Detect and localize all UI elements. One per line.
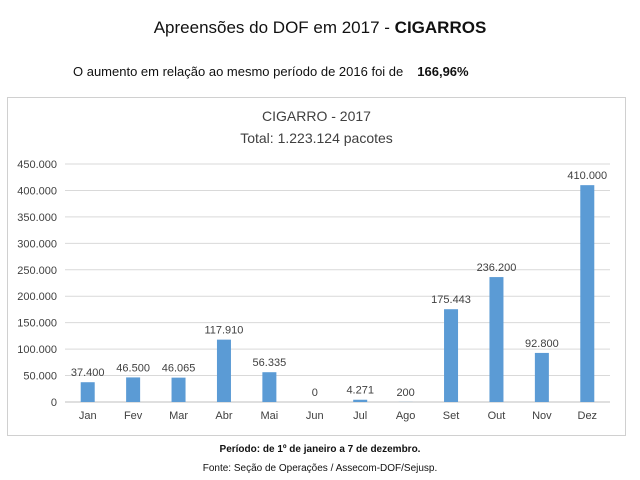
x-tick-label: Mai: [261, 410, 279, 422]
bar: [262, 372, 277, 402]
page-title-prefix: Apreensões do DOF em 2017 -: [153, 18, 395, 37]
y-tick-label: 200.000: [17, 291, 57, 303]
x-tick-label: Ago: [396, 410, 416, 422]
x-tick-label: Jul: [353, 410, 367, 422]
page-title-emphasis: CIGARROS: [394, 18, 487, 37]
data-label: 410.000: [567, 170, 607, 182]
bar: [489, 277, 504, 402]
bar: [353, 399, 368, 402]
bar: [444, 309, 459, 402]
x-tick-label: Fev: [124, 410, 143, 422]
period-note: Período: de 1º de janeiro a 7 de dezembr…: [219, 444, 421, 455]
bar: [80, 382, 95, 402]
x-tick-label: Mar: [169, 410, 188, 422]
data-label: 175.443: [431, 294, 471, 306]
bar: [534, 352, 549, 402]
data-label: 236.200: [477, 262, 517, 274]
comparison-value: 166,96%: [417, 64, 469, 79]
data-label: 46.500: [116, 362, 150, 374]
comparison-text: O aumento em relação ao mesmo período de…: [73, 64, 404, 79]
y-tick-label: 350.000: [17, 212, 57, 224]
y-tick-label: 100.000: [17, 344, 57, 356]
data-label: 46.065: [162, 363, 196, 375]
x-tick-label: Dez: [578, 410, 598, 422]
y-tick-label: 250.000: [17, 265, 57, 277]
x-tick-label: Abr: [215, 410, 232, 422]
bar: [171, 377, 186, 402]
data-label: 200: [396, 387, 414, 399]
chart-frame: CIGARRO - 2017 Total: 1.223.124 pacotes …: [7, 97, 626, 436]
data-label: 0: [312, 387, 318, 399]
x-tick-label: Out: [488, 410, 506, 422]
x-tick-label: Nov: [532, 410, 552, 422]
data-label: 56.335: [253, 357, 287, 369]
bar: [126, 377, 141, 402]
bar: [216, 339, 231, 402]
source-note: Fonte: Seção de Operações / Assecom-DOF/…: [202, 463, 438, 474]
y-tick-label: 450.000: [17, 159, 57, 171]
x-tick-label: Jun: [306, 410, 324, 422]
x-tick-label: Jan: [79, 410, 97, 422]
data-label: 92.800: [525, 338, 559, 350]
chart-subtitle: Total: 1.223.124 pacotes: [240, 130, 393, 146]
y-tick-label: 50.000: [23, 371, 57, 383]
page-title: Apreensões do DOF em 2017 - CIGARROS: [0, 18, 640, 38]
data-label: 37.400: [71, 367, 105, 379]
x-tick-label: Set: [443, 410, 460, 422]
chart-title: CIGARRO - 2017: [262, 108, 371, 124]
data-label: 4.271: [346, 385, 374, 397]
y-tick-label: 300.000: [17, 238, 57, 250]
y-tick-label: 150.000: [17, 318, 57, 330]
comparison-note: O aumento em relação ao mesmo período de…: [73, 64, 469, 79]
y-tick-label: 400.000: [17, 185, 57, 197]
bar: [580, 185, 595, 402]
y-tick-label: 0: [51, 397, 57, 409]
bar-chart: 0 50.000 100.000 150.000 200.000 250.000 300.0…: [17, 159, 610, 422]
data-label: 117.910: [204, 325, 243, 337]
